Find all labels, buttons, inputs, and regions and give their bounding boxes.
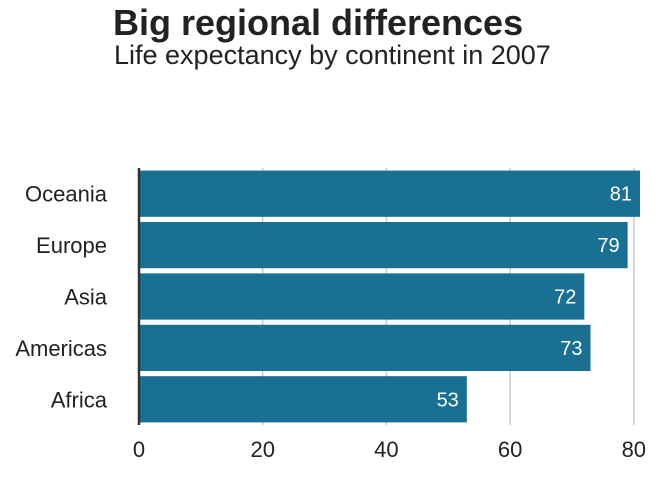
bar-africa	[139, 376, 467, 423]
bar-americas	[139, 324, 591, 372]
bar-asia	[139, 273, 585, 320]
chart-subtitle: Life expectancy by continent in 2007	[114, 40, 551, 70]
category-label-oceania: Oceania	[25, 182, 108, 207]
x-tick-label: 20	[250, 437, 274, 462]
bar-oceania	[139, 170, 640, 217]
value-label-europe: 79	[597, 235, 619, 257]
bar-europe	[139, 221, 628, 269]
x-tick-label: 60	[498, 437, 522, 462]
category-label-asia: Asia	[64, 285, 108, 310]
category-label-africa: Africa	[51, 387, 108, 412]
value-label-oceania: 81	[610, 184, 632, 206]
chart-title: Big regional differences	[113, 2, 524, 43]
x-tick-label: 0	[133, 437, 145, 462]
value-label-americas: 73	[560, 338, 582, 360]
bars	[139, 170, 640, 423]
x-tick-label: 80	[622, 437, 646, 462]
value-label-africa: 53	[437, 389, 459, 411]
category-label-americas: Americas	[15, 336, 107, 361]
x-tick-label: 40	[374, 437, 398, 462]
category-label-europe: Europe	[36, 233, 107, 258]
labels: 0 20 40 60 80 81 Oceania 79 Europe 72 Asia 73 Americ…	[15, 182, 646, 462]
value-label-asia: 72	[554, 287, 576, 309]
